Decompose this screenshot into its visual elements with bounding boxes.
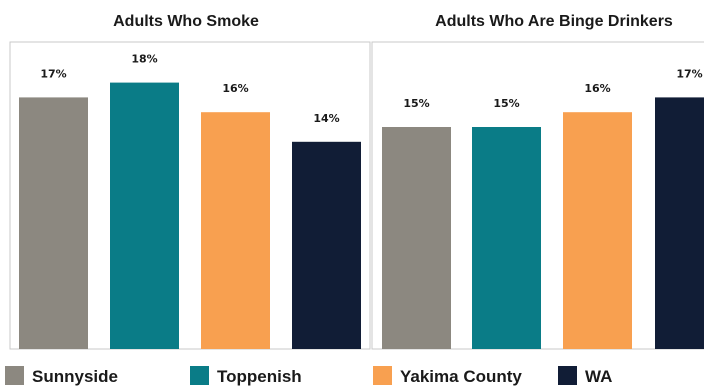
legend: Sunnyside Toppenish Yakima County WA <box>5 366 612 386</box>
bar-smoke-1 <box>110 82 179 349</box>
legend-swatch-3 <box>558 366 577 385</box>
data-label-smoke-1: 18% <box>131 53 157 66</box>
data-label-binge-0: 15% <box>403 97 429 110</box>
legend-label-1: Toppenish <box>217 367 302 386</box>
legend-label-0: Sunnyside <box>32 367 118 386</box>
panel-frame-smoke <box>9 41 371 350</box>
panel-title-smoke: Adults Who Smoke <box>113 13 259 30</box>
panel-title-binge: Adults Who Are Binge Drinkers <box>435 13 673 30</box>
bars-binge: 15% 15% 16% 17% <box>382 67 704 350</box>
legend-swatch-0 <box>5 366 24 385</box>
bars-smoke: 17% 18% 16% 14% <box>19 53 361 350</box>
bar-binge-2 <box>563 112 632 349</box>
data-label-binge-3: 17% <box>676 67 702 80</box>
bar-binge-3 <box>655 97 704 350</box>
legend-swatch-1 <box>190 366 209 385</box>
bar-smoke-2 <box>201 112 270 349</box>
legend-label-2: Yakima County <box>400 367 522 386</box>
bar-binge-1 <box>472 127 541 349</box>
data-label-binge-1: 15% <box>493 97 519 110</box>
data-label-binge-2: 16% <box>584 82 610 95</box>
panel-frame-binge <box>371 41 704 350</box>
data-label-smoke-3: 14% <box>313 112 339 125</box>
bar-smoke-3 <box>292 141 361 349</box>
bar-binge-0 <box>382 127 451 349</box>
data-label-smoke-0: 17% <box>40 67 66 80</box>
data-label-smoke-2: 16% <box>222 82 248 95</box>
legend-label-3: WA <box>585 367 612 386</box>
bar-smoke-0 <box>19 97 88 350</box>
legend-swatch-2 <box>373 366 392 385</box>
